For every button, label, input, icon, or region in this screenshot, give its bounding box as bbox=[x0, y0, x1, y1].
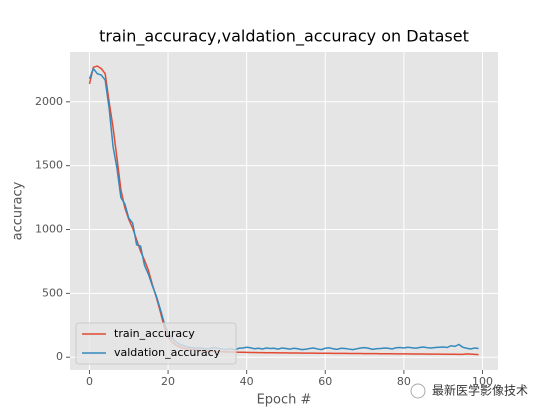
watermark: 最新医学影像技术 bbox=[432, 383, 528, 398]
plot-area bbox=[70, 52, 498, 370]
x-tick-label: 100 bbox=[472, 375, 493, 388]
x-tick-label: 80 bbox=[397, 375, 411, 388]
x-axis-label: Epoch # bbox=[257, 393, 312, 408]
watermark-icon bbox=[410, 383, 426, 399]
x-tick-label: 60 bbox=[318, 375, 332, 388]
legend-box bbox=[75, 322, 237, 365]
legend-label: valdation_accuracy bbox=[114, 346, 221, 359]
y-tick-label: 1500 bbox=[35, 159, 63, 172]
y-tick-label: 500 bbox=[42, 286, 63, 299]
y-axis-label: accuracy bbox=[11, 181, 26, 240]
x-tick-label: 40 bbox=[240, 375, 254, 388]
y-tick-label: 1000 bbox=[35, 223, 63, 236]
x-tick-label: 0 bbox=[86, 375, 93, 388]
x-tick-label: 20 bbox=[161, 375, 175, 388]
series-line bbox=[88, 67, 479, 351]
legend-label: train_accuracy bbox=[114, 327, 195, 340]
y-tick-label: 0 bbox=[56, 350, 63, 363]
chart-title: train_accuracy,valdation_accuracy on Dat… bbox=[99, 27, 469, 47]
y-tick-label: 2000 bbox=[35, 95, 63, 108]
